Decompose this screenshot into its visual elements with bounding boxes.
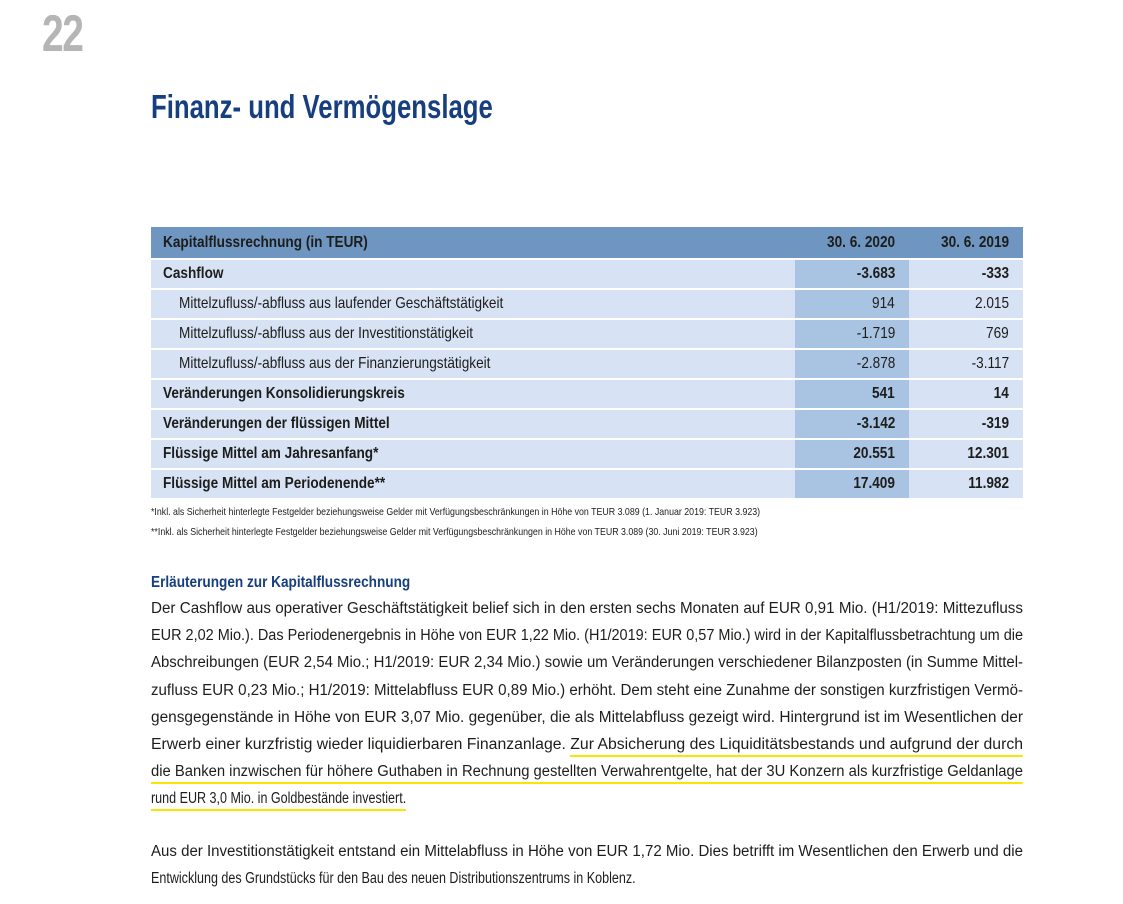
text-segment: zufluss EUR 0,23 Mio.; H1/2019: Mittelab… (151, 681, 1023, 699)
table-row: Flüssige Mittel am Periodenende** 17.409 1… (151, 470, 1023, 498)
text-line: EUR 2,02 Mio.). Das Periodenergebnis in … (151, 625, 1023, 652)
value-2019: 12.301 (909, 440, 1023, 468)
text-line: Erwerb einer kurzfristig wieder liquidie… (151, 734, 1023, 761)
table-row: Cashflow -3.683 -333 (151, 260, 1023, 288)
footnote-2: **Inkl. als Sicherheit hinterlegte Festg… (151, 526, 758, 538)
table-row: Mittelzufluss/-abfluss aus der Investiti… (151, 320, 1023, 348)
table-header-2020: 30. 6. 2020 (795, 227, 909, 258)
row-label: Cashflow (151, 260, 795, 288)
table-row: Veränderungen Konsolidierungskreis 541 14 (151, 380, 1023, 408)
table-row: Flüssige Mittel am Jahresanfang* 20.551 12… (151, 440, 1023, 468)
text-segment: gensgegenstände in Höhe von EUR 3,07 Mio… (151, 708, 1023, 726)
text-segment: Aus der Investitionstätigkeit entstand e… (151, 843, 1023, 860)
paragraph-2: Aus der Investitionstätigkeit entstand e… (151, 841, 1023, 895)
value-2020: -2.878 (795, 350, 909, 378)
table-row: Mittelzufluss/-abfluss aus der Finanzier… (151, 350, 1023, 378)
value-2020: -3.683 (795, 260, 909, 288)
row-label: Mittelzufluss/-abfluss aus laufender Ges… (151, 290, 795, 318)
text-segment: Entwicklung des Grundstücks für den Bau … (151, 870, 636, 888)
text-line: gensgegenstände in Höhe von EUR 3,07 Mio… (151, 707, 1023, 734)
highlighted-text: Zur Absicherung des Liquiditätsbestands … (570, 735, 1023, 757)
cashflow-table: Kapitalflussrechnung (in TEUR) 30. 6. 20… (151, 225, 1023, 500)
row-label: Veränderungen Konsolidierungskreis (151, 380, 795, 408)
value-2019: 14 (909, 380, 1023, 408)
row-label: Flüssige Mittel am Periodenende** (151, 470, 795, 498)
paragraph-1: Der Cashflow aus operativer Geschäftstät… (151, 598, 1023, 816)
text-segment: Erwerb einer kurzfristig wieder liquidie… (151, 735, 571, 753)
value-2020: 541 (795, 380, 909, 408)
value-2019: 2.015 (909, 290, 1023, 318)
text-line: Aus der Investitionstätigkeit entstand e… (151, 841, 1023, 868)
text-line: Abschreibungen (EUR 2,54 Mio.; H1/2019: … (151, 652, 1023, 679)
table-header-2019: 30. 6. 2019 (909, 227, 1023, 258)
value-2019: -319 (909, 410, 1023, 438)
footnote-1: *Inkl. als Sicherheit hinterlegte Festge… (151, 506, 761, 518)
highlighted-text: die Banken inzwischen für höhere Guthabe… (151, 763, 1023, 785)
value-2020: 914 (795, 290, 909, 318)
text-line: zufluss EUR 0,23 Mio.; H1/2019: Mittelab… (151, 680, 1023, 707)
table-row: Mittelzufluss/-abfluss aus laufender Ges… (151, 290, 1023, 318)
text-line: Der Cashflow aus operativer Geschäftstät… (151, 598, 1023, 625)
row-label: Mittelzufluss/-abfluss aus der Finanzier… (151, 350, 795, 378)
text-line: die Banken inzwischen für höhere Guthabe… (151, 761, 1023, 788)
page-title: Finanz- und Vermögenslage (151, 88, 493, 125)
row-label: Mittelzufluss/-abfluss aus der Investiti… (151, 320, 795, 348)
highlighted-text: . (402, 790, 407, 812)
value-2019: 11.982 (909, 470, 1023, 498)
text-line: rund EUR 3,0 Mio. in Goldbestände invest… (151, 788, 1023, 815)
text-segment: EUR 2,02 Mio.). Das Periodenergebnis in … (151, 627, 1023, 645)
value-2020: -3.142 (795, 410, 909, 438)
table-header-row: Kapitalflussrechnung (in TEUR) 30. 6. 20… (151, 227, 1023, 258)
value-2020: 20.551 (795, 440, 909, 468)
text-segment: Abschreibungen (EUR 2,54 Mio.; H1/2019: … (151, 654, 1023, 672)
value-2019: -333 (909, 260, 1023, 288)
row-label: Veränderungen der flüssigen Mittel (151, 410, 795, 438)
value-2020: -1.719 (795, 320, 909, 348)
value-2019: -3.117 (909, 350, 1023, 378)
value-2019: 769 (909, 320, 1023, 348)
row-label: Flüssige Mittel am Jahresanfang* (151, 440, 795, 468)
value-2020: 17.409 (795, 470, 909, 498)
table-row: Veränderungen der flüssigen Mittel -3.142… (151, 410, 1023, 438)
page-number: 22 (42, 5, 84, 63)
text-segment: Der Cashflow aus operativer Geschäftstät… (151, 600, 1023, 617)
section-heading: Erläuterungen zur Kapitalflussrechnung (151, 574, 411, 591)
highlighted-text: rund EUR 3,0 Mio. in Goldbestände invest… (151, 790, 403, 812)
table-header-label: Kapitalflussrechnung (in TEUR) (151, 227, 795, 258)
text-line: Entwicklung des Grundstücks für den Bau … (151, 868, 1023, 895)
